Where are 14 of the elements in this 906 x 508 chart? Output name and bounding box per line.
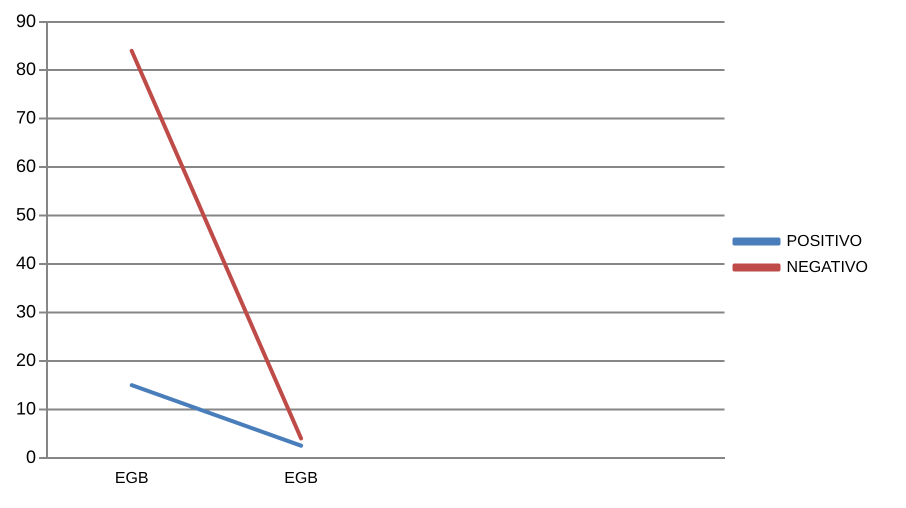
y-tick-label: 40 <box>16 252 36 273</box>
x-tick-label: EGB <box>284 470 318 487</box>
y-tick-label: 0 <box>26 446 36 467</box>
y-tick-label: 70 <box>16 108 36 128</box>
x-tick-label: EGB <box>114 470 149 487</box>
y-tick-label: 90 <box>16 10 36 31</box>
y-tick-label: 20 <box>16 350 36 370</box>
y-tick-label: 30 <box>16 301 36 322</box>
legend-label: NEGATIVO <box>786 258 868 276</box>
y-tick-label: 10 <box>16 398 36 418</box>
y-tick-label: 80 <box>16 59 36 80</box>
y-tick-label: 60 <box>16 156 36 176</box>
legend-label: POSITIVO <box>786 232 862 250</box>
y-tick-label: 50 <box>16 204 36 225</box>
